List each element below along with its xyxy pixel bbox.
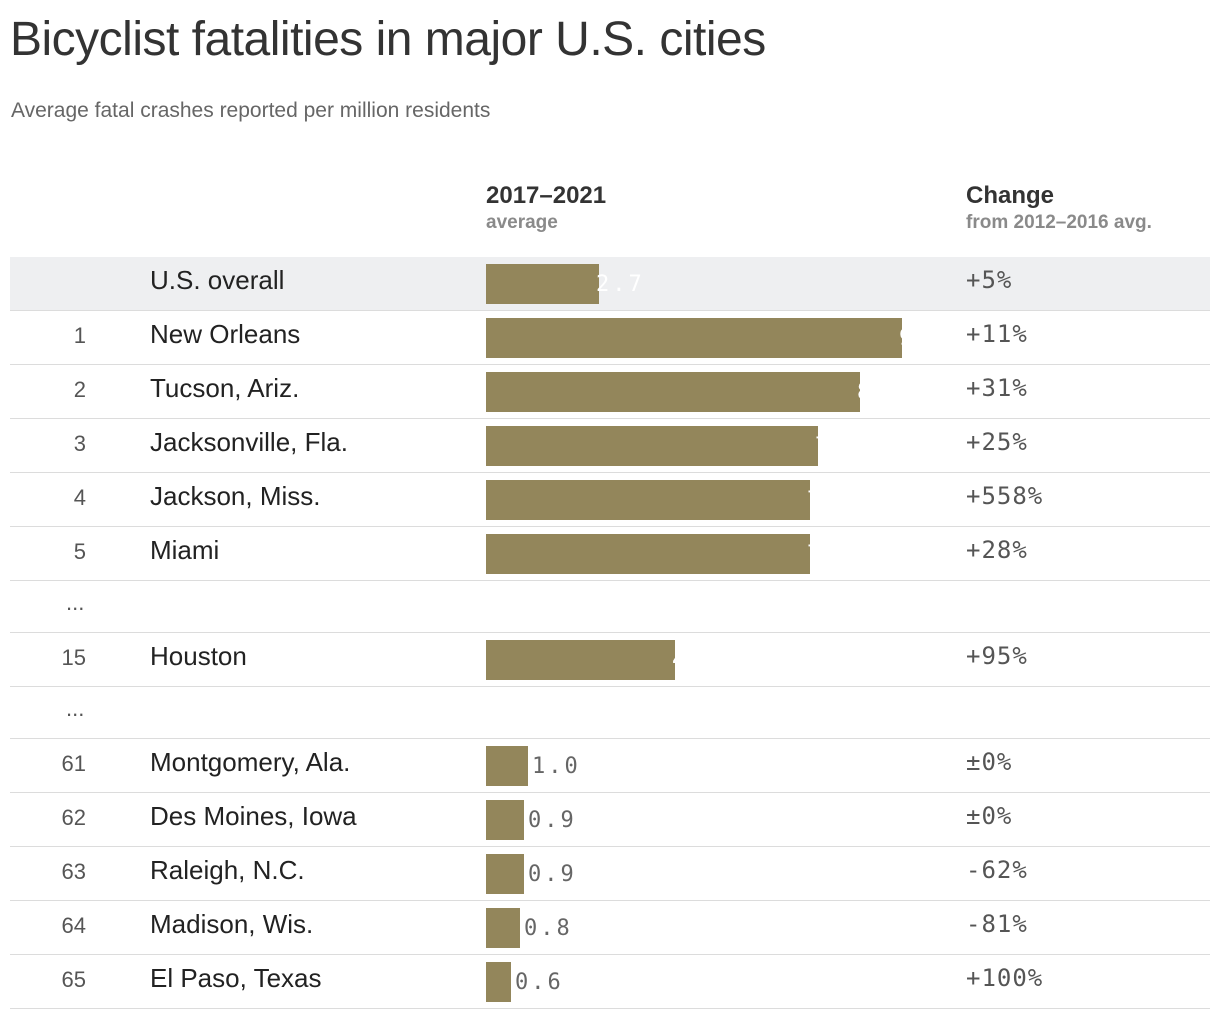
chart-title: Bicyclist fatalities in major U.S. citie…	[10, 13, 766, 66]
value-bar	[486, 854, 524, 894]
row-change: -62%	[966, 856, 1028, 884]
value-label: 4.5	[672, 648, 721, 673]
row-change: +25%	[966, 428, 1028, 456]
row-city: El Paso, Texas	[150, 963, 322, 993]
table-row: 63 Raleigh, N.C. 0.9 -62%	[10, 847, 1210, 901]
row-change: +31%	[966, 374, 1028, 402]
row-city: Des Moines, Iowa	[150, 801, 357, 831]
value-label: 0.6	[515, 970, 564, 995]
table-row: 15 Houston 4.5 +95%	[10, 633, 1210, 687]
value-bar	[486, 800, 524, 840]
value-label: 7.7	[807, 488, 856, 513]
row-city: Tucson, Ariz.	[150, 373, 300, 403]
value-label: 7.9	[815, 434, 864, 459]
value-column-header: 2017–2021 average	[486, 181, 606, 235]
value-column-subtitle: average	[486, 212, 558, 233]
value-bar	[486, 426, 818, 466]
row-rank: 4	[73, 485, 86, 510]
row-ellipsis: ...	[66, 696, 85, 721]
row-city: Madison, Wis.	[150, 909, 314, 939]
value-bar	[486, 318, 902, 358]
row-change: +28%	[966, 536, 1028, 564]
table-row-gap: ...	[10, 687, 1210, 739]
value-label: 9.9	[899, 326, 948, 351]
change-column-title: Change	[966, 182, 1055, 209]
value-bar	[486, 534, 810, 574]
value-bar	[486, 746, 528, 786]
row-change: -81%	[966, 910, 1028, 938]
value-column-title: 2017–2021	[486, 182, 607, 209]
row-city: Raleigh, N.C.	[150, 855, 305, 885]
value-label: 0.9	[528, 808, 577, 833]
row-change: ±0%	[966, 802, 1013, 830]
value-bar	[486, 372, 860, 412]
row-city: Houston	[150, 641, 247, 671]
row-change: +558%	[966, 482, 1044, 510]
row-rank: 1	[73, 323, 86, 348]
row-rank: 65	[61, 967, 86, 992]
table-row: 61 Montgomery, Ala. 1.0 ±0%	[10, 739, 1210, 793]
row-rank: 64	[61, 913, 86, 938]
ranking-table: U.S. overall 2.7 +5% 1 New Orleans 9.9 +11% 2 Tu…	[10, 257, 1210, 1009]
chart-subtitle: Average fatal crashes reported per milli…	[11, 99, 491, 122]
row-city: Jacksonville, Fla.	[150, 427, 348, 457]
table-row: U.S. overall 2.7 +5%	[10, 257, 1210, 311]
row-rank: 2	[73, 377, 86, 402]
table-row: 64 Madison, Wis. 0.8 -81%	[10, 901, 1210, 955]
value-label: 1.0	[532, 754, 581, 779]
table-row: 65 El Paso, Texas 0.6 +100%	[10, 955, 1210, 1009]
row-rank: 61	[61, 751, 86, 776]
value-label: 0.9	[528, 862, 577, 887]
value-bar	[486, 480, 810, 520]
change-column-subtitle: from 2012–2016 avg.	[966, 212, 1152, 233]
row-change: +11%	[966, 320, 1028, 348]
table-row-gap: ...	[10, 581, 1210, 633]
table-row: 2 Tucson, Ariz. 8.9 +31%	[10, 365, 1210, 419]
row-city: Jackson, Miss.	[150, 481, 321, 511]
table-row: 62 Des Moines, Iowa 0.9 ±0%	[10, 793, 1210, 847]
value-bar	[486, 640, 675, 680]
table-row: 3 Jacksonville, Fla. 7.9 +25%	[10, 419, 1210, 473]
row-rank: 3	[73, 431, 86, 456]
row-change: ±0%	[966, 748, 1013, 776]
row-rank: 62	[61, 805, 86, 830]
table-row: 5 Miami 7.7 +28%	[10, 527, 1210, 581]
row-change: +95%	[966, 642, 1028, 670]
table-row: 1 New Orleans 9.9 +11%	[10, 311, 1210, 365]
row-rank: 63	[61, 859, 86, 884]
value-label: 7.7	[807, 542, 856, 567]
value-bar	[486, 962, 511, 1002]
value-label: 8.9	[857, 380, 906, 405]
row-city: Miami	[150, 535, 220, 565]
value-label: 2.7	[596, 272, 645, 297]
row-ellipsis: ...	[66, 590, 85, 615]
row-rank: 15	[61, 645, 86, 670]
row-change: +5%	[966, 266, 1013, 294]
change-column-header: Change from 2012–2016 avg.	[966, 181, 1152, 235]
row-city: New Orleans	[150, 319, 301, 349]
table-row: 4 Jackson, Miss. 7.7 +558%	[10, 473, 1210, 527]
value-bar	[486, 908, 520, 948]
value-bar	[486, 264, 599, 304]
row-city: Montgomery, Ala.	[150, 747, 351, 777]
row-rank: 5	[73, 539, 86, 564]
row-city: U.S. overall	[150, 265, 285, 295]
row-change: +100%	[966, 964, 1044, 992]
value-label: 0.8	[524, 916, 573, 941]
